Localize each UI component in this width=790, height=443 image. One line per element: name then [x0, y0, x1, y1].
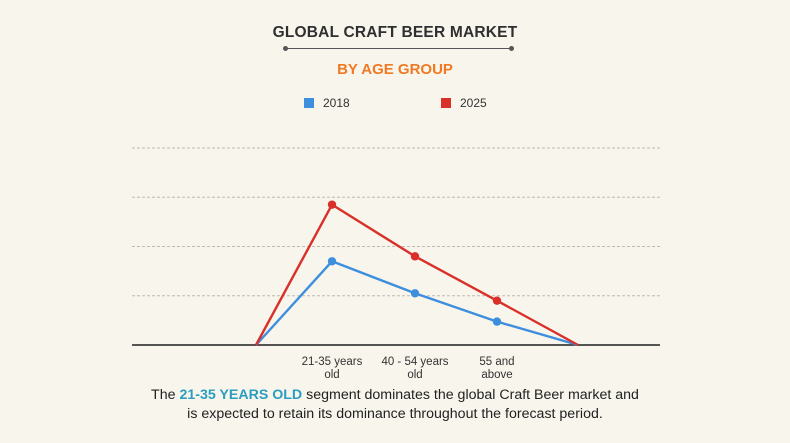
x-tick-label-3-1: above: [481, 369, 512, 381]
chart-subtitle: BY AGE GROUP: [337, 61, 453, 78]
x-tick-label-3-0: 55 and: [479, 356, 514, 368]
chart-title: GLOBAL CRAFT BEER MARKET: [272, 24, 518, 41]
chart-caption: The 21-35 YEARS OLD segment dominates th…: [0, 386, 790, 424]
legend-swatch-2018: [304, 98, 314, 108]
point-2025-2: [410, 252, 420, 261]
series-line-2018: [255, 260, 579, 347]
point-2025-1: [327, 200, 337, 209]
legend-label-2025: 2025: [460, 96, 487, 110]
title-divider: [285, 48, 512, 49]
legend-label-2018: 2018: [323, 96, 350, 110]
caption-prefix: The: [151, 387, 180, 403]
series-line-2025: [254, 203, 579, 347]
legend-item-2018: 2018: [304, 95, 350, 111]
x-tick-label-1-0: 21-35 years: [302, 356, 363, 368]
caption-line2: is expected to retain its dominance thro…: [187, 406, 603, 422]
point-2018-2: [410, 289, 420, 298]
title-divider-dot-right: [509, 46, 514, 51]
x-tick-label-2-0: 40 - 54 years: [381, 356, 448, 368]
legend-item-2025: 2025: [441, 95, 487, 111]
x-tick-label-1-1: old: [324, 369, 339, 381]
point-2018-3: [492, 317, 502, 326]
point-2018-1: [327, 257, 337, 266]
x-tick-label-2-1: old: [407, 369, 422, 381]
caption-highlight: 21-35 YEARS OLD: [179, 387, 303, 403]
title-divider-dot-left: [283, 46, 288, 51]
point-2025-3: [492, 296, 502, 305]
caption-line1-rest: segment dominates the global Craft Beer …: [302, 387, 639, 403]
legend-swatch-2025: [441, 98, 451, 108]
